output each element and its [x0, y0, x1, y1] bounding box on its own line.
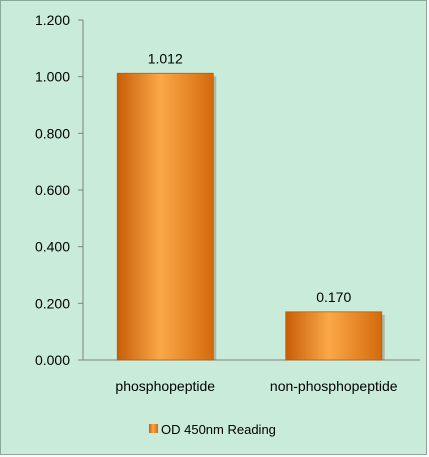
- y-tick-label: 1.000: [35, 69, 70, 85]
- data-label: 0.170: [316, 289, 351, 305]
- y-tick-label: 1.200: [35, 12, 70, 28]
- y-tick-label: 0.800: [35, 125, 70, 141]
- y-tick-label: 0.000: [35, 352, 70, 368]
- data-label: 1.012: [148, 50, 183, 66]
- legend-label: OD 450nm Reading: [161, 422, 276, 437]
- legend-swatch: [149, 424, 158, 433]
- bar-non-phosphopeptide: [285, 311, 383, 361]
- x-category-label: phosphopeptide: [115, 378, 215, 394]
- legend: OD 450nm Reading: [149, 422, 276, 437]
- y-tick-label: 0.600: [35, 182, 70, 198]
- y-tick-label: 0.200: [35, 295, 70, 311]
- y-tick-label: 0.400: [35, 239, 70, 255]
- bar-phosphopeptide: [116, 72, 214, 361]
- x-category-label: non-phosphopeptide: [270, 378, 398, 394]
